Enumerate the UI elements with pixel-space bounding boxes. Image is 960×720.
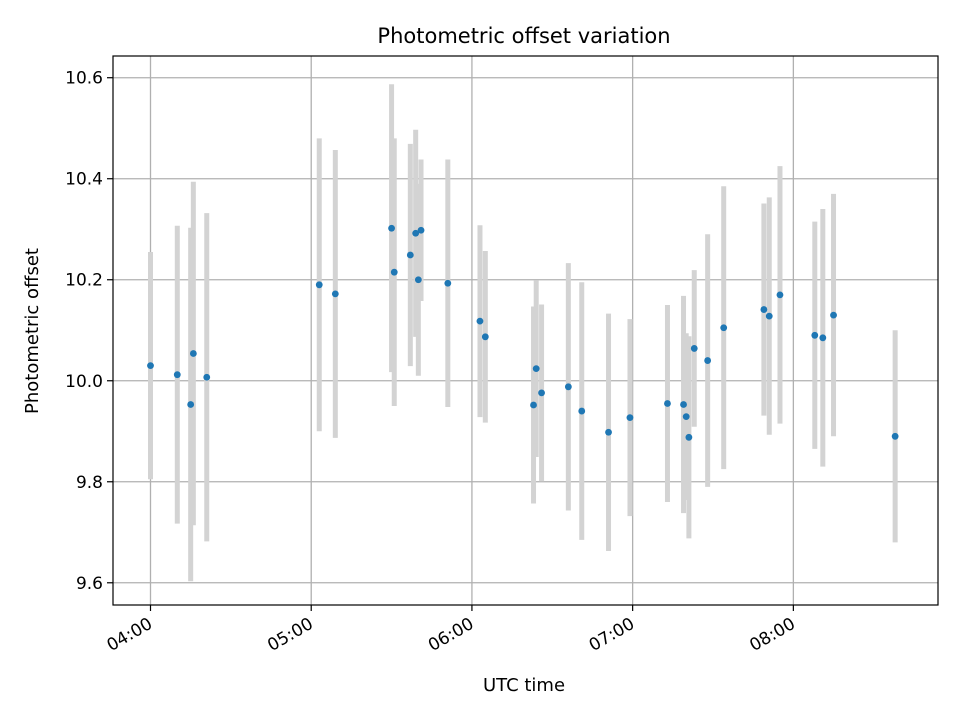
data-point	[830, 311, 837, 319]
data-point	[530, 401, 537, 409]
data-point	[760, 306, 768, 313]
y-tick-label: 9.8	[76, 473, 103, 493]
data-point	[315, 281, 323, 289]
data-point	[704, 357, 712, 364]
data-point	[406, 251, 414, 259]
data-point	[819, 334, 827, 342]
y-tick-label: 9.6	[76, 574, 103, 594]
data-point	[147, 362, 154, 370]
plot-frame	[112, 55, 939, 606]
data-point	[765, 312, 773, 320]
data-point	[331, 290, 339, 298]
data-point	[685, 433, 693, 441]
data-points	[147, 224, 899, 441]
data-point	[390, 268, 398, 276]
chart-title: Photometric offset variation	[377, 24, 670, 48]
data-point	[388, 224, 395, 232]
data-point	[187, 401, 195, 408]
data-point	[664, 400, 671, 407]
y-axis-title: Photometric offset	[22, 248, 43, 414]
y-tick-label: 10.6	[65, 69, 103, 89]
data-point	[414, 276, 422, 284]
data-point	[720, 324, 728, 332]
data-point	[417, 226, 425, 234]
data-point	[476, 317, 484, 325]
data-point	[891, 432, 899, 440]
grid	[113, 56, 938, 605]
data-point	[538, 389, 545, 397]
data-point	[605, 428, 612, 436]
data-point	[680, 401, 687, 408]
data-point	[412, 229, 420, 237]
data-point	[444, 279, 452, 287]
data-point	[173, 371, 181, 379]
data-point	[682, 413, 690, 421]
data-point	[481, 333, 489, 341]
y-tick-label: 10.4	[65, 170, 103, 190]
data-point	[532, 365, 540, 373]
y-tick-label: 10.0	[65, 372, 103, 392]
x-axis-title: UTC time	[483, 675, 565, 696]
y-tick-label: 10.2	[65, 271, 103, 291]
data-point	[811, 331, 819, 339]
data-point	[203, 373, 211, 381]
data-point	[626, 414, 634, 422]
data-point	[690, 345, 698, 352]
data-point	[776, 291, 784, 299]
data-point	[189, 350, 197, 357]
data-point	[564, 383, 572, 391]
y-axis-ticks: 9.6 9.8 10.0 10.2 10.4 10.6	[65, 69, 113, 594]
data-point	[578, 407, 586, 415]
